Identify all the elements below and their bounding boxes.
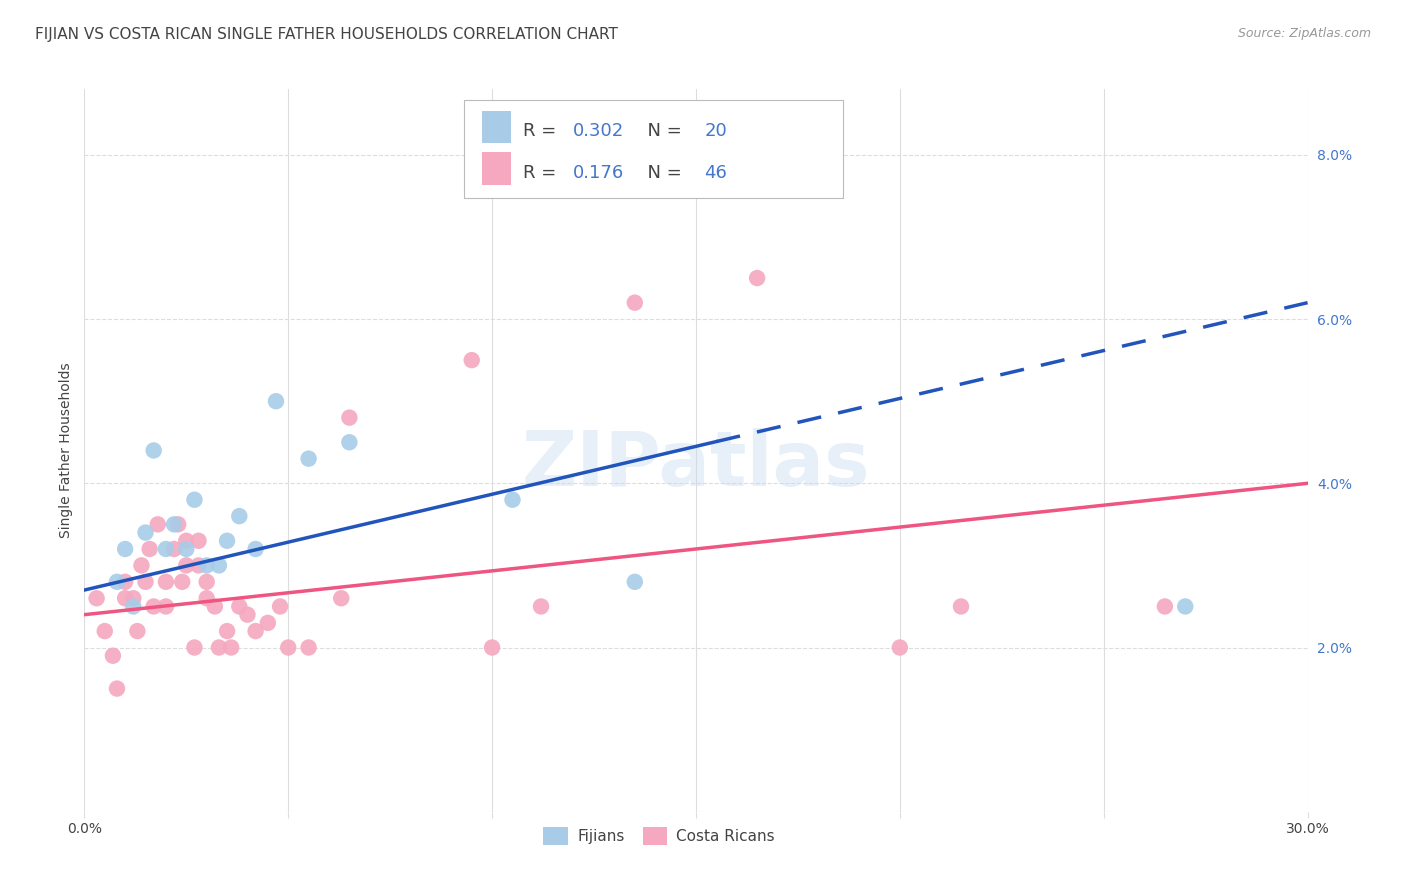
Point bbox=[172, 574, 194, 589]
Point bbox=[624, 574, 647, 589]
Point bbox=[339, 410, 361, 425]
Point bbox=[135, 574, 157, 589]
Text: 20: 20 bbox=[704, 122, 727, 140]
Point bbox=[195, 574, 218, 589]
Point bbox=[624, 295, 647, 310]
Point bbox=[217, 533, 239, 548]
Point bbox=[530, 599, 553, 614]
Point bbox=[277, 640, 299, 655]
Text: R =: R = bbox=[523, 164, 568, 182]
Text: 0.302: 0.302 bbox=[572, 122, 624, 140]
Point bbox=[461, 353, 484, 368]
Point bbox=[146, 517, 169, 532]
Point bbox=[195, 558, 218, 573]
Point bbox=[174, 558, 197, 573]
Text: FIJIAN VS COSTA RICAN SINGLE FATHER HOUSEHOLDS CORRELATION CHART: FIJIAN VS COSTA RICAN SINGLE FATHER HOUS… bbox=[35, 27, 619, 42]
Point bbox=[187, 533, 209, 548]
Point bbox=[122, 599, 145, 614]
FancyBboxPatch shape bbox=[482, 111, 512, 144]
Point bbox=[86, 591, 108, 606]
Point bbox=[950, 599, 973, 614]
Point bbox=[122, 591, 145, 606]
Point bbox=[245, 541, 267, 556]
Point bbox=[269, 599, 291, 614]
Point bbox=[502, 492, 524, 507]
Point bbox=[183, 492, 205, 507]
Point bbox=[163, 541, 186, 556]
Point bbox=[245, 624, 267, 639]
Point bbox=[217, 624, 239, 639]
Point bbox=[330, 591, 353, 606]
Point bbox=[257, 615, 280, 630]
Text: N =: N = bbox=[636, 122, 688, 140]
Point bbox=[167, 517, 190, 532]
Point bbox=[155, 574, 177, 589]
Point bbox=[187, 558, 209, 573]
Point bbox=[135, 525, 157, 540]
Point bbox=[228, 599, 250, 614]
Point bbox=[264, 394, 287, 409]
Point bbox=[228, 509, 250, 524]
Point bbox=[1154, 599, 1177, 614]
Point bbox=[131, 558, 153, 573]
Legend: Fijians, Costa Ricans: Fijians, Costa Ricans bbox=[537, 822, 782, 851]
Point bbox=[195, 591, 218, 606]
Point bbox=[105, 574, 128, 589]
Point bbox=[101, 648, 124, 663]
Point bbox=[114, 574, 136, 589]
Point bbox=[204, 599, 226, 614]
Point bbox=[142, 599, 165, 614]
Point bbox=[747, 271, 769, 285]
Point bbox=[114, 591, 136, 606]
Point bbox=[105, 681, 128, 696]
Point bbox=[1174, 599, 1197, 614]
Point bbox=[339, 435, 361, 450]
Point bbox=[183, 640, 205, 655]
Point bbox=[219, 640, 242, 655]
Text: ZIPatlas: ZIPatlas bbox=[522, 428, 870, 502]
Point bbox=[155, 541, 177, 556]
FancyBboxPatch shape bbox=[464, 100, 842, 198]
Point bbox=[174, 533, 197, 548]
Point bbox=[236, 607, 259, 622]
Point bbox=[163, 517, 186, 532]
Point bbox=[298, 640, 321, 655]
Text: Source: ZipAtlas.com: Source: ZipAtlas.com bbox=[1237, 27, 1371, 40]
FancyBboxPatch shape bbox=[482, 153, 512, 185]
Text: 0.176: 0.176 bbox=[572, 164, 624, 182]
Point bbox=[138, 541, 160, 556]
Text: 46: 46 bbox=[704, 164, 727, 182]
Text: N =: N = bbox=[636, 164, 688, 182]
Y-axis label: Single Father Households: Single Father Households bbox=[59, 363, 73, 538]
Text: R =: R = bbox=[523, 122, 562, 140]
Point bbox=[208, 558, 231, 573]
Point bbox=[298, 451, 321, 466]
Point bbox=[93, 624, 115, 639]
Point bbox=[208, 640, 231, 655]
Point bbox=[114, 541, 136, 556]
Point bbox=[142, 443, 165, 458]
Point bbox=[155, 599, 177, 614]
Point bbox=[481, 640, 503, 655]
Point bbox=[174, 541, 197, 556]
Point bbox=[889, 640, 911, 655]
Point bbox=[127, 624, 149, 639]
